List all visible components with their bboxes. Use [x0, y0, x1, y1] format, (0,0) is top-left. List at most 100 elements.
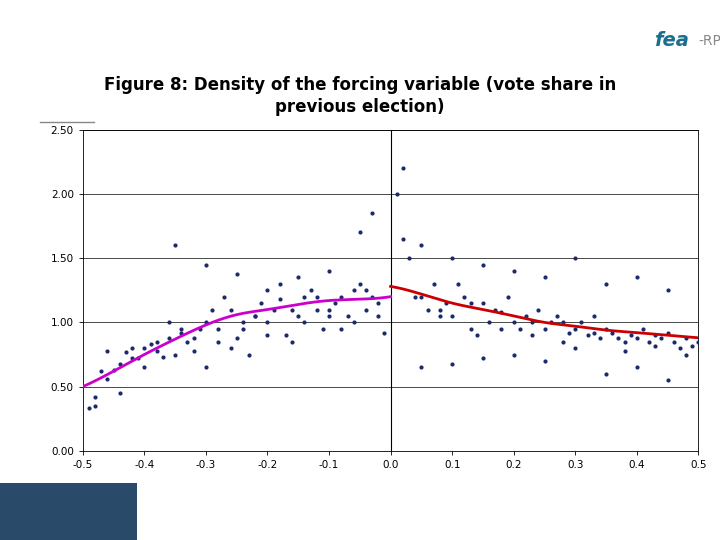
Point	[268, 305, 279, 314]
Point	[188, 334, 199, 342]
Point	[330, 299, 341, 307]
Point	[231, 269, 243, 278]
Point	[508, 318, 520, 327]
Point	[662, 376, 673, 384]
Point	[102, 375, 113, 383]
Point	[219, 292, 230, 301]
Point	[594, 334, 606, 342]
Point	[280, 331, 292, 340]
Point	[348, 318, 359, 327]
Point	[514, 325, 526, 333]
Point	[606, 328, 618, 337]
Point	[200, 260, 212, 269]
Point	[557, 338, 569, 346]
Point	[237, 325, 248, 333]
Point	[391, 190, 402, 198]
Point	[446, 254, 458, 262]
Point	[477, 299, 489, 307]
Point	[570, 325, 581, 333]
Point	[372, 299, 384, 307]
Point	[680, 334, 692, 342]
Point	[649, 341, 661, 350]
Point	[89, 393, 101, 401]
Point	[434, 305, 446, 314]
Point	[336, 325, 347, 333]
Point	[274, 280, 286, 288]
Point	[176, 328, 187, 337]
Text: -RP: -RP	[698, 33, 720, 48]
Point	[194, 325, 205, 333]
Point	[163, 334, 175, 342]
Point	[686, 341, 698, 350]
Point	[434, 312, 446, 320]
Point	[207, 305, 218, 314]
Point	[471, 331, 482, 340]
Point	[662, 286, 673, 295]
Point	[292, 273, 304, 282]
Point	[539, 273, 550, 282]
Point	[360, 286, 372, 295]
Point	[372, 312, 384, 320]
Point	[680, 350, 692, 359]
Point	[490, 305, 501, 314]
Text: Figure 8: Density of the forcing variable (vote share in: Figure 8: Density of the forcing variabl…	[104, 77, 616, 94]
Point	[96, 367, 107, 375]
Point	[539, 356, 550, 365]
Point	[440, 299, 451, 307]
Point	[649, 331, 661, 340]
Point	[262, 286, 274, 295]
FancyBboxPatch shape	[0, 483, 137, 540]
Point	[582, 331, 593, 340]
Point	[397, 164, 409, 172]
Point	[521, 312, 532, 320]
Point	[415, 241, 427, 249]
Point	[600, 369, 612, 378]
Point	[157, 353, 168, 361]
Text: previous election): previous election)	[275, 98, 445, 116]
Point	[526, 318, 538, 327]
Point	[551, 312, 562, 320]
Point	[84, 404, 95, 413]
Point	[588, 312, 600, 320]
Point	[132, 354, 144, 363]
Point	[428, 280, 439, 288]
Point	[693, 338, 704, 346]
Point	[249, 312, 261, 320]
Point	[120, 348, 132, 356]
Point	[114, 389, 125, 397]
Point	[483, 318, 495, 327]
Point	[176, 325, 187, 333]
Point	[108, 366, 120, 374]
Point	[212, 325, 224, 333]
Point	[311, 305, 323, 314]
Point	[637, 325, 649, 333]
Point	[336, 292, 347, 301]
Point	[662, 328, 673, 337]
Text: FACULDADE DE ECONOMIA, ADMINISTRAÇÃO E CONTABILIDADE DE RIBEIRÃO PRETO: FACULDADE DE ECONOMIA, ADMINISTRAÇÃO E C…	[151, 494, 529, 505]
Point	[305, 286, 316, 295]
Point	[563, 328, 575, 337]
Point	[274, 295, 286, 303]
Point	[169, 241, 181, 249]
Point	[299, 292, 310, 301]
FancyBboxPatch shape	[623, 0, 720, 70]
Point	[181, 338, 193, 346]
Point	[446, 312, 458, 320]
Point	[287, 338, 298, 346]
Point	[618, 338, 630, 346]
Point	[163, 318, 175, 327]
Point	[212, 338, 224, 346]
Point	[151, 338, 163, 346]
Point	[126, 344, 138, 353]
Point	[169, 350, 181, 359]
Point	[342, 312, 354, 320]
Point	[557, 318, 569, 327]
Point	[539, 325, 550, 333]
Point	[323, 312, 335, 320]
Point	[631, 273, 643, 282]
Point	[188, 346, 199, 355]
Point	[200, 363, 212, 372]
Point	[287, 305, 298, 314]
Point	[366, 209, 378, 218]
Point	[502, 292, 513, 301]
